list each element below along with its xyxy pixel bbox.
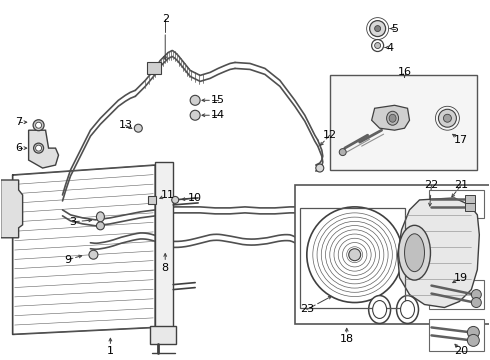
Text: 8: 8	[162, 263, 169, 273]
Text: 3: 3	[69, 217, 76, 227]
Ellipse shape	[190, 110, 200, 120]
Ellipse shape	[172, 197, 179, 203]
Text: 9: 9	[64, 255, 71, 265]
Ellipse shape	[396, 296, 418, 323]
Polygon shape	[0, 180, 23, 238]
Text: 17: 17	[454, 135, 468, 145]
Bar	[295, 185, 490, 324]
Ellipse shape	[33, 120, 44, 131]
Circle shape	[471, 289, 481, 300]
Bar	[429, 280, 484, 310]
Ellipse shape	[190, 95, 200, 105]
Ellipse shape	[89, 250, 98, 259]
Circle shape	[349, 249, 361, 261]
Ellipse shape	[372, 301, 387, 319]
Polygon shape	[371, 105, 410, 130]
Ellipse shape	[316, 164, 324, 172]
Text: 1: 1	[107, 346, 114, 356]
Ellipse shape	[36, 122, 42, 128]
Text: 19: 19	[454, 273, 468, 283]
Bar	[466, 203, 475, 211]
Circle shape	[375, 26, 381, 32]
Text: 7: 7	[15, 117, 22, 127]
Ellipse shape	[97, 212, 104, 222]
Circle shape	[467, 334, 479, 346]
Text: 13: 13	[119, 120, 132, 130]
Ellipse shape	[398, 225, 431, 280]
Text: 18: 18	[340, 334, 354, 345]
Ellipse shape	[387, 111, 398, 125]
Ellipse shape	[34, 143, 44, 153]
Bar	[147, 62, 161, 75]
Bar	[155, 162, 173, 332]
Ellipse shape	[400, 301, 415, 319]
Text: 16: 16	[397, 67, 412, 77]
Text: 15: 15	[211, 95, 225, 105]
Circle shape	[443, 114, 451, 122]
Text: 5: 5	[391, 24, 398, 33]
Bar	[429, 319, 484, 351]
Text: 12: 12	[323, 130, 337, 140]
Text: 14: 14	[211, 110, 225, 120]
Text: 21: 21	[454, 180, 468, 190]
Ellipse shape	[405, 234, 424, 272]
Circle shape	[369, 21, 386, 37]
Text: 22: 22	[424, 180, 439, 190]
Ellipse shape	[339, 149, 346, 156]
Bar	[150, 327, 176, 345]
Circle shape	[467, 327, 479, 338]
Circle shape	[439, 109, 456, 127]
Ellipse shape	[134, 124, 142, 132]
Ellipse shape	[368, 296, 391, 323]
Circle shape	[371, 40, 384, 51]
Circle shape	[375, 42, 381, 49]
Bar	[330, 75, 477, 170]
Text: 11: 11	[161, 190, 175, 200]
Ellipse shape	[389, 114, 396, 122]
Polygon shape	[28, 130, 58, 168]
Text: 23: 23	[300, 305, 314, 315]
Polygon shape	[397, 198, 479, 307]
Text: 2: 2	[162, 14, 169, 24]
Text: 10: 10	[188, 193, 202, 203]
Bar	[300, 208, 405, 307]
Text: 4: 4	[386, 42, 393, 53]
Bar	[148, 196, 156, 204]
Ellipse shape	[36, 145, 42, 151]
Circle shape	[307, 207, 403, 302]
Text: 20: 20	[454, 346, 468, 356]
Text: 6: 6	[15, 143, 22, 153]
Bar	[466, 195, 475, 203]
Bar	[429, 190, 484, 218]
Circle shape	[471, 298, 481, 307]
Ellipse shape	[97, 222, 104, 230]
